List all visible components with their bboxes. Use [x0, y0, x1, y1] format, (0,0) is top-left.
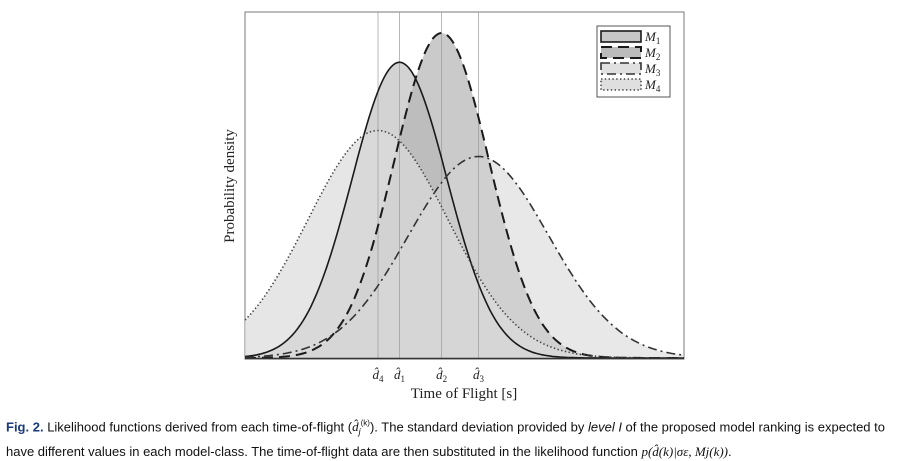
- figure-caption: Fig. 2. Likelihood functions derived fro…: [6, 414, 906, 461]
- curve-m2: [245, 32, 684, 359]
- caption-text-part-3: of the proposed model ranking is expecte…: [6, 419, 885, 459]
- x-axis-title: Time of Flight [s]: [411, 386, 518, 402]
- likelihood-chart: d̂4 d̂1 d̂2 d̂3 Probability density Time of…: [222, 11, 685, 402]
- x-tick-label-2: d̂1: [394, 367, 405, 384]
- legend-label-m3: M3: [644, 61, 661, 78]
- y-axis-title: Probability density: [222, 129, 238, 243]
- caption-end: .: [728, 443, 732, 459]
- legend-swatch-m1: [600, 30, 642, 43]
- curve-m3: [244, 155, 685, 358]
- x-tick-label-1: d̂4: [373, 367, 385, 384]
- tick-guide-lines: [377, 12, 479, 358]
- caption-formula: p(d̂(k)|σε, Mj(k)): [641, 443, 729, 459]
- legend-swatch-m2: [600, 46, 642, 59]
- curve-m4: [244, 129, 684, 359]
- x-tick-label-3: d̂2: [436, 367, 447, 384]
- area-m4: [245, 130, 684, 358]
- legend-label-m4: M4: [644, 77, 661, 94]
- caption-text-part-1: Likelihood functions derived from each t…: [47, 419, 353, 435]
- x-tick-label-4: d̂3: [473, 367, 485, 384]
- caption-dj-symbol: d̂j(k): [352, 419, 370, 437]
- legend-label-m2: M2: [644, 45, 660, 62]
- caption-level-text: level I: [587, 419, 622, 435]
- caption-figure-label: Fig. 2.: [6, 419, 44, 435]
- legend-label-m1: M1: [644, 29, 660, 46]
- legend-swatch-m3: [600, 62, 642, 75]
- density-fills: [245, 33, 684, 359]
- caption-text-part-2: ). The standard deviation provided by: [369, 419, 588, 435]
- x-tick-labels: d̂4 d̂1 d̂2 d̂3: [373, 367, 485, 384]
- legend-swatch-m4: [600, 78, 642, 91]
